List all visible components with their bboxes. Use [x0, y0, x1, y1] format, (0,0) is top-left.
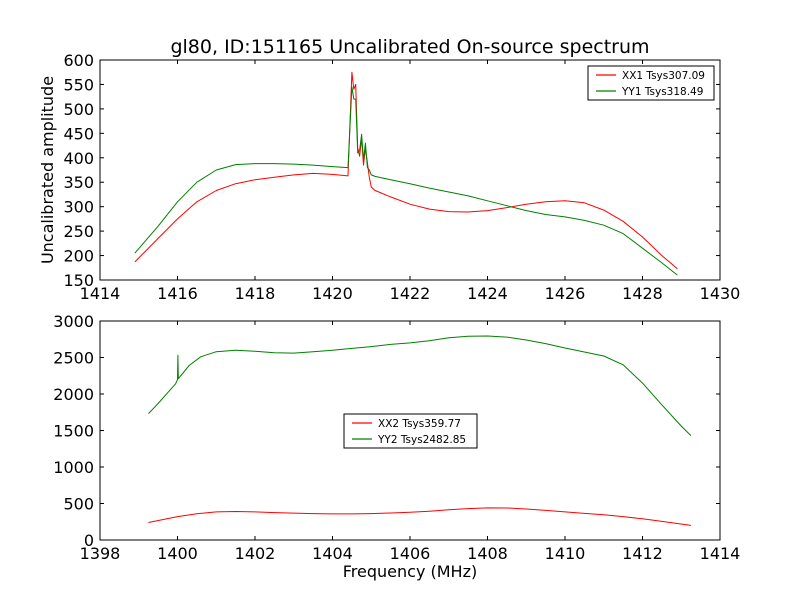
legend-label-2: YY2 Tsys2482.85 [377, 434, 466, 446]
y-tick-label: 550 [63, 75, 94, 94]
series-line-2 [148, 335, 692, 436]
x-tick-label: 1402 [235, 544, 276, 563]
y-tick-label: 350 [63, 173, 94, 192]
y-tick-label: 3000 [53, 312, 94, 331]
y-tick-label: 250 [63, 222, 94, 241]
legend-label-1: XX2 Tsys359.77 [378, 418, 461, 430]
y-tick-label: 500 [63, 100, 94, 119]
x-tick-label: 1416 [157, 284, 198, 303]
x-tick-label: 1424 [467, 284, 508, 303]
legend: XX2 Tsys359.77 YY2 Tsys2482.85 [343, 413, 478, 449]
x-tick-label: 1414 [700, 544, 741, 563]
y-tick-label: 1500 [53, 422, 94, 441]
x-tick-label: 1428 [622, 284, 663, 303]
y-axis-label: Uncalibrated amplitude [38, 76, 57, 264]
y-tick-label: 2500 [53, 349, 94, 368]
x-tick-label: 1406 [390, 544, 431, 563]
y-tick-label: 200 [63, 247, 94, 266]
legend-label-1: XX1 Tsys307.09 [622, 70, 705, 82]
legend-box [343, 413, 478, 449]
y-tick-label: 300 [63, 198, 94, 217]
x-tick-label: 1408 [467, 544, 508, 563]
x-tick-label: 1414 [80, 284, 121, 303]
x-tick-label: 1420 [312, 284, 353, 303]
y-tick-label: 600 [63, 51, 94, 70]
legend-label-2: YY1 Tsys318.49 [621, 86, 703, 98]
x-tick-label: 1426 [545, 284, 586, 303]
y-tick-label: 2000 [53, 385, 94, 404]
y-tick-label: 1000 [53, 458, 94, 477]
chart-2: 1398 1400 1402 1404 1406 1408 1410 1412 1414 0 500… [53, 312, 740, 581]
x-tick-label: 1430 [700, 284, 741, 303]
chart-title: gl80, ID:151165 Uncalibrated On-source s… [170, 36, 649, 58]
y-tick-label: 150 [63, 271, 94, 290]
y-tick-label: 450 [63, 124, 94, 143]
series-line-2 [134, 86, 678, 276]
y-tick-label: 400 [63, 149, 94, 168]
y-tick-label: 500 [63, 495, 94, 514]
y-tick-label: 0 [84, 531, 94, 550]
x-tick-label: 1418 [235, 284, 276, 303]
x-axis-label: Frequency (MHz) [343, 562, 477, 581]
x-tick-label: 1410 [545, 544, 586, 563]
x-tick-label: 1398 [80, 544, 121, 563]
x-tick-label: 1404 [312, 544, 353, 563]
legend-box [587, 65, 715, 101]
x-tick-label: 1400 [157, 544, 198, 563]
chart-1: 1414 1416 1418 1420 1422 1424 1426 1428 1430 150 2… [38, 36, 740, 303]
x-tick-label: 1412 [622, 544, 663, 563]
legend: XX1 Tsys307.09 YY1 Tsys318.49 [587, 65, 715, 101]
series-line-1 [148, 507, 691, 526]
x-tick-label: 1422 [390, 284, 431, 303]
